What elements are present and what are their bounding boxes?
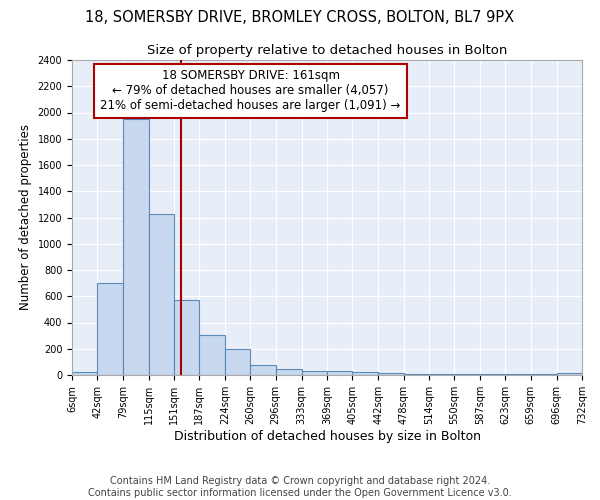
Text: 18, SOMERSBY DRIVE, BROMLEY CROSS, BOLTON, BL7 9PX: 18, SOMERSBY DRIVE, BROMLEY CROSS, BOLTO… [85,10,515,25]
Bar [531,374,557,375]
Bar [302,371,327,375]
Bar [505,374,531,375]
Bar [480,374,505,375]
Bar [225,349,250,375]
Bar [378,373,404,375]
Bar [149,214,174,375]
Text: Contains HM Land Registry data © Crown copyright and database right 2024.
Contai: Contains HM Land Registry data © Crown c… [88,476,512,498]
Bar [123,119,149,375]
Bar [97,283,123,375]
Bar [327,371,352,375]
Bar [557,373,582,375]
Title: Size of property relative to detached houses in Bolton: Size of property relative to detached ho… [147,44,507,58]
Bar [174,300,199,375]
Y-axis label: Number of detached properties: Number of detached properties [19,124,32,310]
Bar [250,364,276,375]
Bar [276,369,302,375]
X-axis label: Distribution of detached houses by size in Bolton: Distribution of detached houses by size … [173,430,481,442]
Bar [454,374,480,375]
Bar [429,374,454,375]
Bar [352,372,378,375]
Bar [404,374,429,375]
Bar [72,372,97,375]
Bar [199,335,225,375]
Text: 18 SOMERSBY DRIVE: 161sqm
← 79% of detached houses are smaller (4,057)
21% of se: 18 SOMERSBY DRIVE: 161sqm ← 79% of detac… [100,70,401,112]
